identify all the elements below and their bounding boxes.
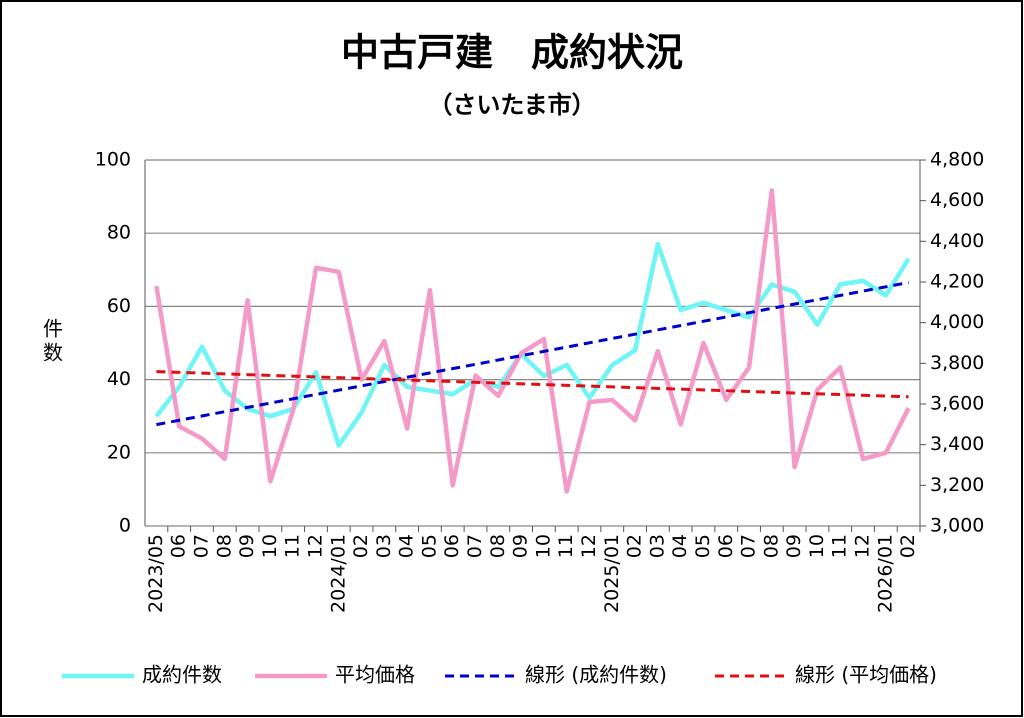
- y-tick-label: 100: [95, 149, 131, 171]
- x-tick-label: 11: [282, 534, 304, 558]
- x-tick-label: 06: [441, 534, 463, 558]
- x-tick-label: 02: [350, 534, 372, 558]
- y2-tick-label: 4,600: [930, 189, 984, 211]
- y2-tick-label: 3,200: [930, 474, 984, 496]
- x-tick-label: 09: [783, 534, 805, 558]
- series-line: [154, 188, 911, 494]
- x-tick-label: 06: [715, 534, 737, 558]
- x-tick-label: 10: [259, 534, 281, 558]
- x-tick-label: 03: [646, 534, 668, 558]
- x-tick-label: 11: [555, 534, 577, 558]
- x-tick-label: 03: [373, 534, 395, 558]
- y-axis-label: 件数: [40, 318, 64, 366]
- x-tick-label: 02: [897, 534, 919, 558]
- x-tick-label: 02: [624, 534, 646, 558]
- y-tick-label: 40: [107, 368, 131, 390]
- x-tick-label: 07: [464, 534, 486, 558]
- legend-label: 平均価格: [335, 663, 415, 687]
- x-tick-label: 12: [304, 534, 326, 558]
- x-tick-label: 10: [806, 534, 828, 558]
- y-tick-label: 0: [119, 515, 131, 537]
- y2-tick-label: 4,200: [930, 271, 984, 293]
- legend-label: 成約件数: [142, 663, 222, 687]
- y2-tick-label: 3,800: [930, 352, 984, 374]
- x-tick-label: 08: [760, 534, 782, 558]
- x-tick-label: 06: [168, 534, 190, 558]
- x-tick-label: 04: [396, 534, 418, 558]
- x-tick-label: 11: [829, 534, 851, 558]
- trend-line: [156, 281, 909, 427]
- y-tick-label: 60: [107, 295, 131, 317]
- y-tick-label: 80: [107, 222, 131, 244]
- y2-tick-label: 3,000: [930, 515, 984, 537]
- x-tick-label: 09: [236, 534, 258, 558]
- x-tick-label: 05: [692, 534, 714, 558]
- legend-label: 線形 (成約件数): [525, 663, 667, 687]
- chart-title: 中古戸建 成約状況: [341, 31, 683, 75]
- x-tick-label: 04: [669, 534, 691, 558]
- x-tick-label: 08: [487, 534, 509, 558]
- y2-tick-label: 4,800: [930, 149, 984, 171]
- legend-label: 線形 (平均価格): [795, 663, 937, 687]
- y2-tick-label: 3,400: [930, 433, 984, 455]
- y2-tick-label: 3,600: [930, 393, 984, 415]
- y-tick-label: 20: [107, 441, 131, 463]
- series-line: [154, 241, 911, 448]
- x-tick-label: 09: [510, 534, 532, 558]
- x-tick-label: 08: [213, 534, 235, 558]
- trend-line: [156, 370, 909, 399]
- x-tick-label: 2024/01: [327, 534, 349, 613]
- x-tick-label: 07: [738, 534, 760, 558]
- x-tick-label: 05: [418, 534, 440, 558]
- chart-subtitle: （さいたま市）: [428, 91, 595, 119]
- x-tick-label: 07: [190, 534, 212, 558]
- y2-tick-label: 4,400: [930, 230, 984, 252]
- x-tick-label: 2026/01: [874, 534, 896, 613]
- x-tick-label: 2023/05: [145, 534, 167, 613]
- x-tick-label: 12: [852, 534, 874, 558]
- x-tick-label: 10: [532, 534, 554, 558]
- x-tick-label: 12: [578, 534, 600, 558]
- y2-tick-label: 4,000: [930, 311, 984, 333]
- x-tick-label: 2025/01: [601, 534, 623, 613]
